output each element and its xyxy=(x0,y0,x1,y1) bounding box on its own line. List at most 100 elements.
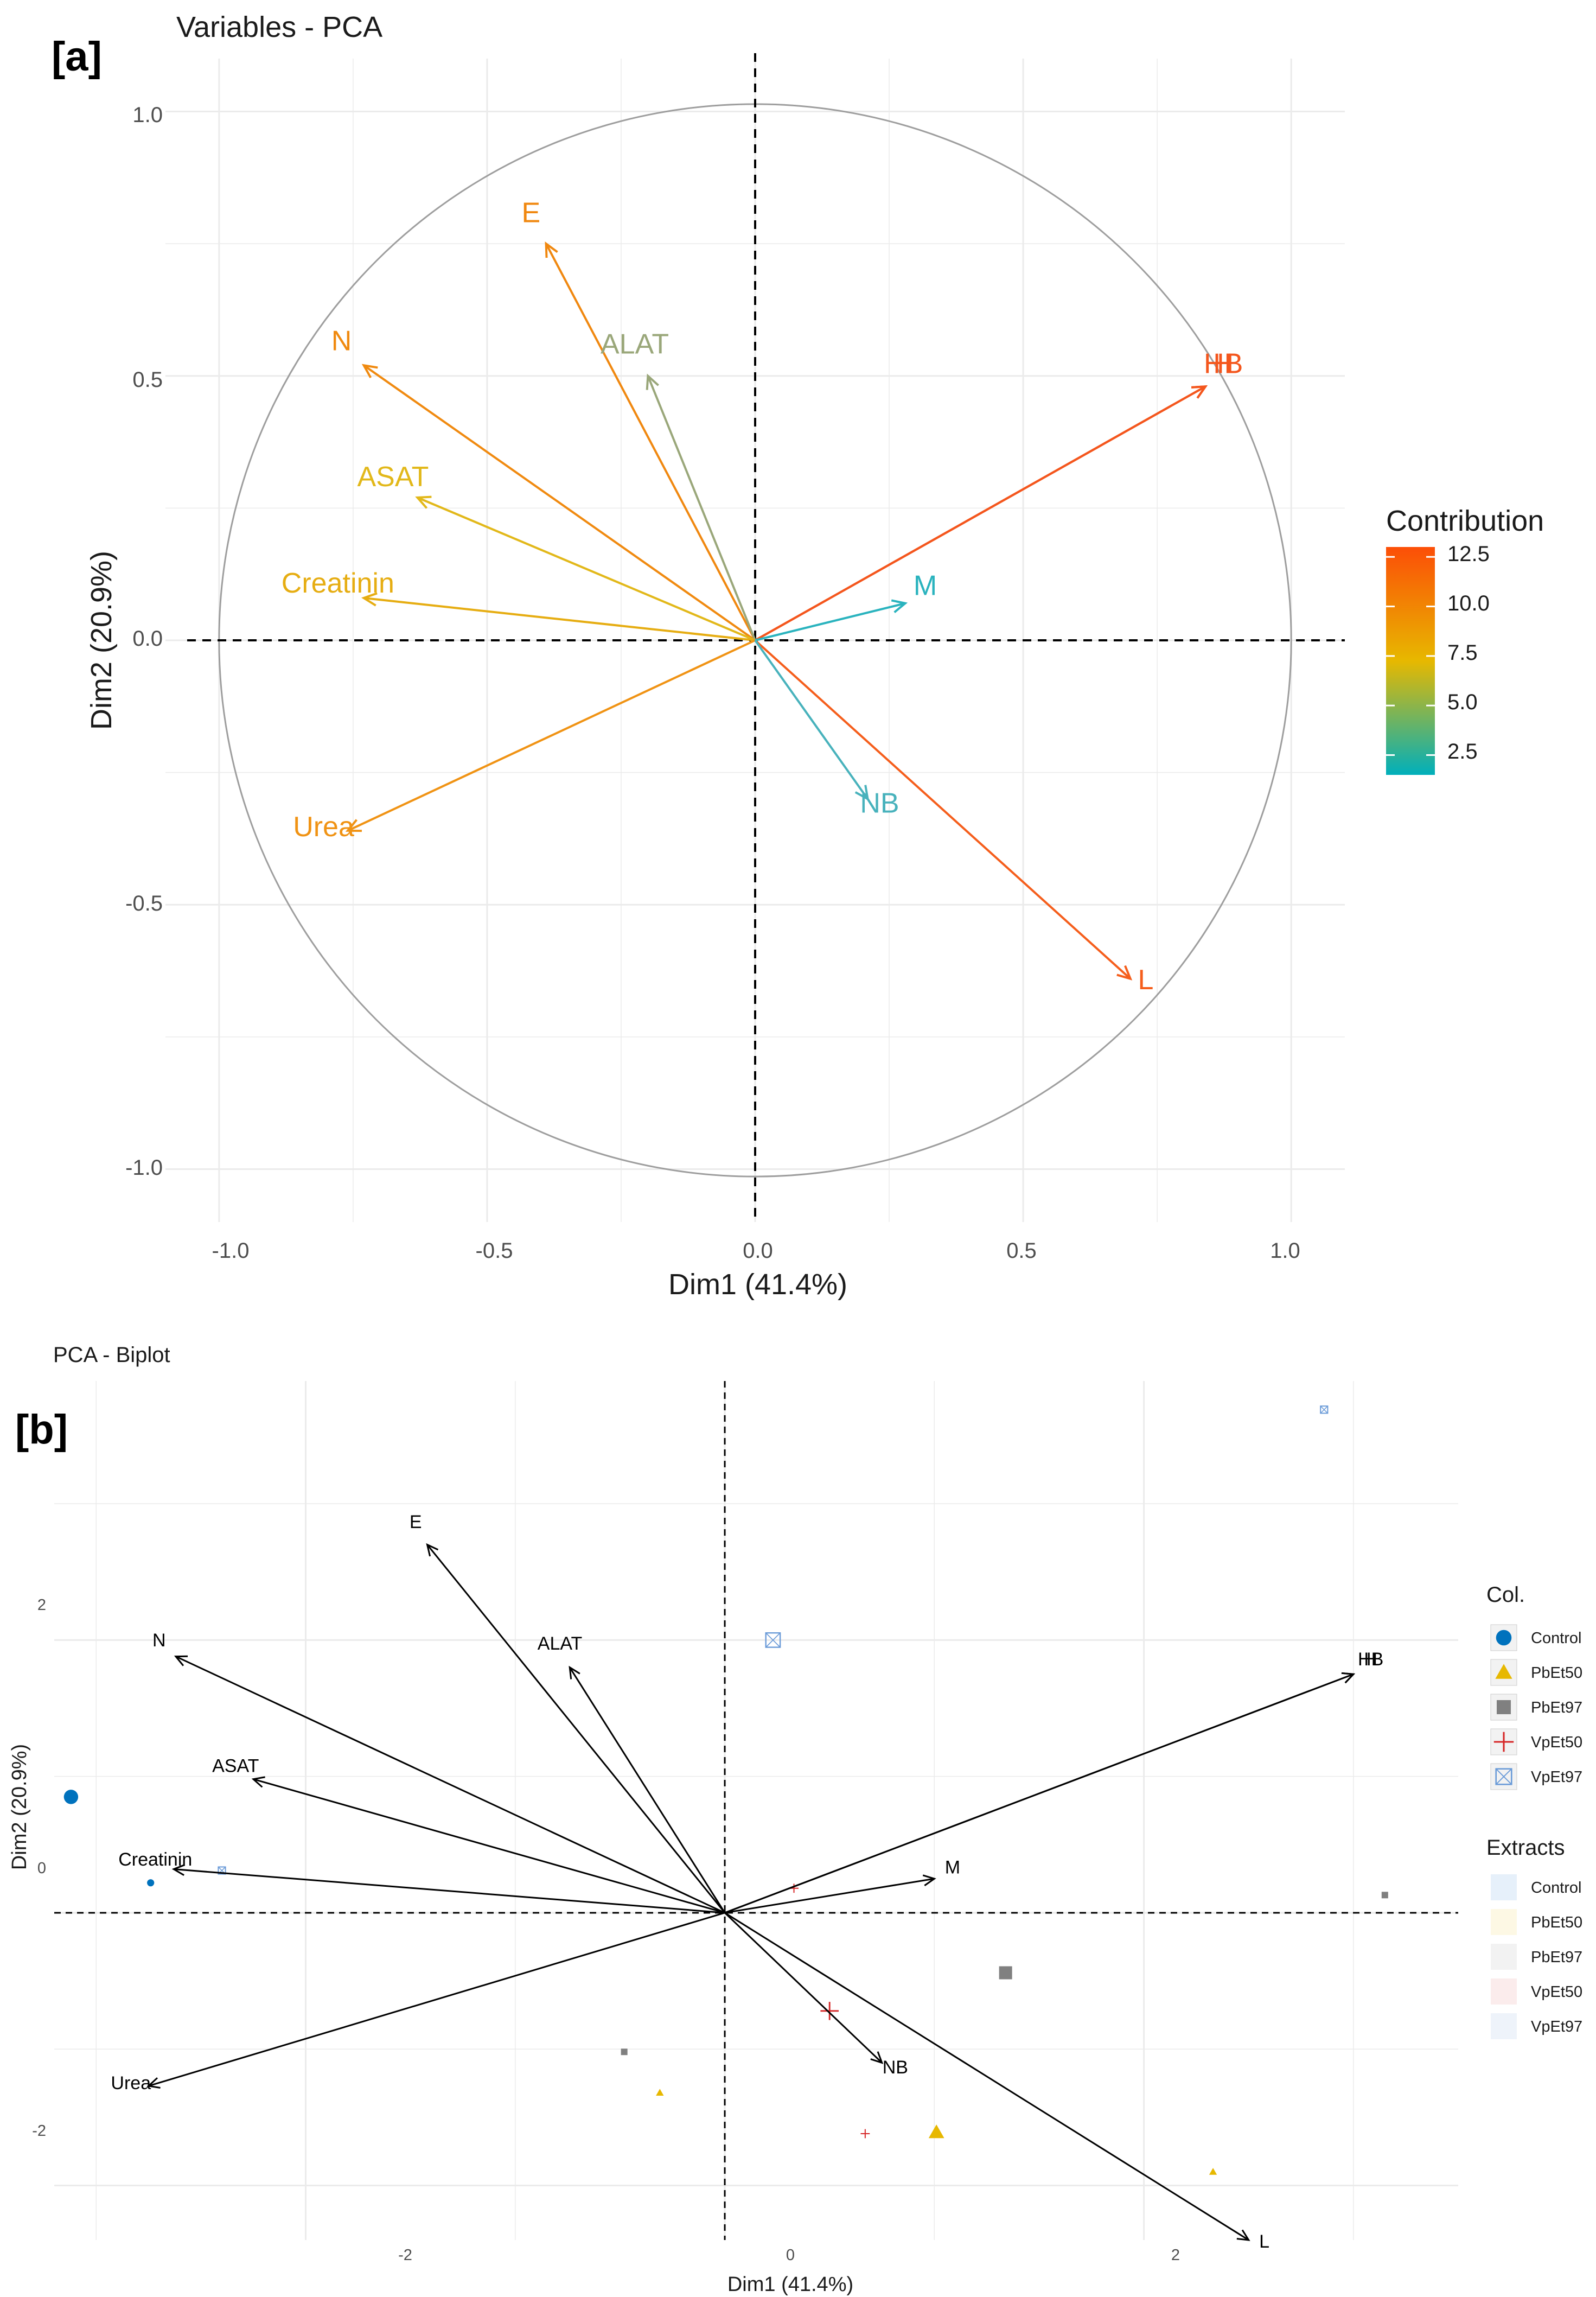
variable-label-M: M xyxy=(914,570,937,602)
variable-label-H: H xyxy=(1213,348,1234,380)
point-VpEt50 xyxy=(820,2002,839,2020)
variable-label-ALAT: ALAT xyxy=(601,329,669,360)
arrowhead-E xyxy=(426,1543,439,1557)
biplot-label-HB: HB xyxy=(1358,1649,1383,1670)
variable-arrow-Urea xyxy=(347,639,756,832)
variable-arrow-E xyxy=(545,243,756,641)
col-legend-key-VpEt97 xyxy=(1495,1768,1512,1785)
panel-a-y-tick: 1.0 xyxy=(132,103,163,127)
biplot-arrow-Creatinin xyxy=(174,1868,725,1914)
col-legend-label: PbEt97 xyxy=(1531,1699,1582,1716)
col-legend-label: VpEt50 xyxy=(1531,1734,1582,1751)
panel-a-label: [a] xyxy=(52,34,102,80)
variable-arrow-N xyxy=(363,364,756,641)
extracts-legend-label: VpEt50 xyxy=(1531,1983,1582,2001)
panel-b-individual-points xyxy=(63,1405,1388,2175)
col-legend-key-PbEt97 xyxy=(1497,1700,1511,1714)
arrowhead-L xyxy=(1236,2229,1250,2241)
col-legend-keys xyxy=(1490,1624,1517,1790)
biplot-label-ALAT: ALAT xyxy=(538,1633,583,1654)
extracts-legend-title: Extracts xyxy=(1486,1836,1565,1860)
extracts-legend-key-VpEt50 xyxy=(1491,1978,1517,2005)
biplot-label-L: L xyxy=(1259,2231,1269,2252)
panel-b-x-tick: -2 xyxy=(398,2247,412,2264)
point-VpEt97 xyxy=(765,1632,781,1648)
col-legend-label: VpEt97 xyxy=(1531,1768,1582,1786)
colorbar-ticks xyxy=(1386,556,1435,756)
arrowhead-Urea xyxy=(146,2077,161,2089)
variable-arrow-M xyxy=(755,602,906,641)
point-PbEt50 xyxy=(928,2124,944,2139)
arrowhead-Urea xyxy=(345,819,362,832)
variable-label-E: E xyxy=(522,197,541,228)
variable-arrow-L xyxy=(754,639,1132,980)
point-VpEt97-cross xyxy=(1320,1405,1328,1414)
contribution-legend-title: Contribution xyxy=(1386,505,1544,537)
panel-b-variable-arrows xyxy=(146,1543,1356,2241)
biplot-label-Creatinin: Creatinin xyxy=(118,1849,192,1870)
col-legend-title: Col. xyxy=(1486,1583,1525,1607)
panel-a-x-axis-label: Dim1 (41.4%) xyxy=(668,1268,847,1301)
biplot-label-ASAT: ASAT xyxy=(212,1755,259,1776)
col-legend-key-VpEt97-cross xyxy=(1496,1768,1512,1785)
point-VpEt97 xyxy=(1320,1405,1329,1414)
arrowhead-NB xyxy=(854,785,870,801)
biplot-label-N: N xyxy=(152,1630,166,1651)
variable-label-N: N xyxy=(331,325,352,357)
point-VpEt97-cross xyxy=(765,1632,781,1648)
point-PbEt97 xyxy=(999,1966,1012,1980)
panel-a-x-tick: 0.0 xyxy=(743,1239,773,1263)
point-Control xyxy=(63,1790,79,1804)
biplot-arrow-H xyxy=(724,1673,1354,1914)
biplot-arrow-NB xyxy=(724,1912,883,2064)
colorbar-tick-label: 5.0 xyxy=(1447,690,1478,714)
variable-arrow-Creatinin xyxy=(363,597,756,641)
panel-a-variable-labels: HBH L E N ALAT ASAT Creatinin Urea M NB xyxy=(282,197,1243,996)
contribution-colorbar xyxy=(1386,547,1435,775)
col-legend-key-VpEt50 xyxy=(1493,1732,1514,1752)
panel-a-x-tick: -1.0 xyxy=(212,1239,250,1263)
variable-label-HB: HB xyxy=(1204,348,1243,380)
point-VpEt50 xyxy=(860,2129,870,2139)
variable-arrow-ASAT xyxy=(417,497,756,641)
biplot-arrow-E xyxy=(426,1544,726,1913)
biplot-label-NB: NB xyxy=(883,2057,908,2078)
extracts-legend-key-Control xyxy=(1491,1874,1517,1900)
biplot-label-Urea: Urea xyxy=(111,2073,151,2094)
colorbar-tick-label: 7.5 xyxy=(1447,641,1478,665)
panel-a-y-tick: 0.0 xyxy=(132,627,163,651)
panel-b-zero-lines xyxy=(54,1381,1458,2240)
biplot-arrow-Urea xyxy=(148,1912,725,2087)
panel-b-y-tick: 0 xyxy=(37,1860,46,1877)
panel-a-y-tick: -0.5 xyxy=(125,892,163,915)
panel-b-variable-labels: HBH L E N ALAT ASAT Creatinin Urea M NB xyxy=(111,1512,1383,2252)
point-PbEt50 xyxy=(1209,2168,1217,2175)
arrowhead-NB xyxy=(870,2051,884,2064)
extracts-legend-label: VpEt97 xyxy=(1531,2018,1582,2035)
extracts-legend-label: PbEt50 xyxy=(1531,1914,1582,1931)
biplot-label-H: H xyxy=(1364,1649,1377,1670)
panel-b-y-tick: -2 xyxy=(32,2122,46,2140)
extracts-legend-key-VpEt97 xyxy=(1491,2013,1517,2039)
extracts-legend-key-PbEt50 xyxy=(1491,1909,1517,1935)
panel-b-x-axis-label: Dim1 (41.4%) xyxy=(727,2273,853,2296)
point-Control xyxy=(147,1879,155,1887)
col-legend-label: PbEt50 xyxy=(1531,1664,1582,1682)
panel-a-y-tick: 0.5 xyxy=(132,368,163,392)
arrowhead-L xyxy=(1116,965,1133,981)
biplot-arrow-N xyxy=(175,1656,725,1914)
panel-a-title: Variables - PCA xyxy=(176,11,382,43)
arrowhead-E xyxy=(545,241,558,258)
extracts-legend-label: PbEt97 xyxy=(1531,1949,1582,1966)
panel-a-y-axis-label: Dim2 (20.9%) xyxy=(85,551,118,730)
point-PbEt97 xyxy=(1381,1892,1388,1899)
extracts-legend-label: Control xyxy=(1531,1879,1582,1897)
arrowhead-N xyxy=(361,364,378,378)
biplot-arrow-ASAT xyxy=(253,1778,725,1914)
variable-label-ASAT: ASAT xyxy=(357,461,429,493)
panel-b-x-tick: 0 xyxy=(786,2247,795,2264)
panel-a-x-tick: 1.0 xyxy=(1270,1239,1300,1263)
arrowhead-ASAT xyxy=(251,1776,265,1788)
panel-b-grid xyxy=(54,1381,1458,2240)
